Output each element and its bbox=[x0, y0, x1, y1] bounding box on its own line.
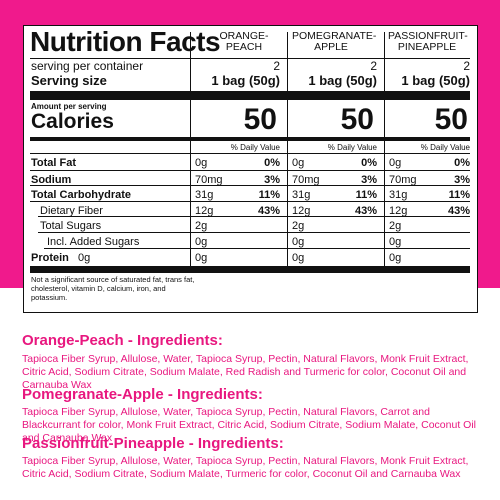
ingredients-title-passionfruit-pineapple: Passionfruit-Pineapple - Ingredients: bbox=[22, 435, 284, 452]
total-fat-dv: 0% bbox=[264, 157, 280, 169]
column-divider-3 bbox=[384, 32, 385, 272]
fiber-amount: 12g bbox=[292, 205, 311, 217]
nutrient-label-added-sugars: Incl. Added Sugars bbox=[47, 236, 140, 248]
ingredients-title-orange-peach: Orange-Peach - Ingredients: bbox=[22, 332, 223, 349]
added-sugars-amount: 0g bbox=[292, 236, 305, 248]
calories-label: Calories bbox=[31, 110, 114, 133]
sodium-amount: 70mg bbox=[389, 174, 417, 186]
rule-medium bbox=[30, 137, 470, 141]
serving-size-value: 1 bag (50g) bbox=[308, 73, 377, 88]
servings-value: 2 bbox=[273, 59, 280, 73]
total-fat-dv: 0% bbox=[454, 157, 470, 169]
carb-dv: 11% bbox=[258, 189, 280, 201]
added-sugars-amount: 0g bbox=[195, 236, 208, 248]
column-divider-1 bbox=[190, 32, 191, 272]
row-divider bbox=[30, 201, 470, 202]
added-sugars-amount: 0g bbox=[389, 236, 402, 248]
carb-amount: 31g bbox=[389, 189, 408, 201]
row-divider bbox=[44, 248, 470, 249]
ingredients-title-pomegranate-apple: Pomegranate-Apple - Ingredients: bbox=[22, 386, 263, 403]
carb-dv: 11% bbox=[448, 189, 470, 201]
sodium-amount: 70mg bbox=[195, 174, 223, 186]
sodium-dv: 3% bbox=[454, 174, 470, 186]
serving-size-value: 1 bag (50g) bbox=[211, 73, 280, 88]
carb-amount: 31g bbox=[292, 189, 311, 201]
protein-amount: 0g bbox=[389, 252, 402, 264]
ingredients-text-pomegranate-apple: Tapioca Fiber Syrup, Allulose, Water, Ta… bbox=[22, 406, 476, 444]
column-header-passionfruit-pineapple: PASSIONFRUIT-PINEAPPLE bbox=[388, 30, 468, 53]
nutrition-facts-title: Nutrition Facts bbox=[30, 26, 221, 57]
fiber-amount: 12g bbox=[389, 205, 408, 217]
daily-value-header: % Daily Value bbox=[420, 143, 470, 152]
ingredients-text-passionfruit-pineapple: Tapioca Fiber Syrup, Allulose, Water, Ta… bbox=[22, 455, 469, 480]
footnote: Not a significant source of saturated fa… bbox=[31, 275, 195, 302]
fiber-dv: 43% bbox=[354, 205, 377, 217]
sugars-amount: 2g bbox=[195, 220, 208, 232]
calories-value: 50 bbox=[243, 103, 277, 136]
serving-size-label: Serving size bbox=[31, 73, 107, 88]
carb-amount: 31g bbox=[195, 189, 214, 201]
total-fat-amount: 0g bbox=[389, 157, 402, 169]
total-fat-amount: 0g bbox=[292, 157, 305, 169]
carb-dv: 11% bbox=[355, 189, 377, 201]
calories-value: 50 bbox=[340, 103, 374, 136]
fiber-amount: 12g bbox=[195, 205, 214, 217]
total-fat-dv: 0% bbox=[361, 157, 377, 169]
serving-size-value: 1 bag (50g) bbox=[401, 73, 470, 88]
rule-thick bbox=[30, 266, 470, 273]
nutrient-label-sodium: Sodium bbox=[31, 174, 72, 186]
row-divider bbox=[38, 216, 470, 217]
row-divider bbox=[38, 232, 470, 233]
column-header-orange-peach: ORANGE-PEACH bbox=[219, 30, 269, 53]
rule-thick bbox=[30, 91, 470, 100]
rule-thin bbox=[30, 58, 470, 59]
daily-value-header: % Daily Value bbox=[230, 143, 280, 152]
sugars-amount: 2g bbox=[389, 220, 402, 232]
protein-amount: 0g bbox=[292, 252, 305, 264]
amount-per-serving-label: Amount per serving bbox=[31, 102, 107, 111]
fiber-dv: 43% bbox=[257, 205, 280, 217]
daily-value-header: % Daily Value bbox=[327, 143, 377, 152]
rule-thin bbox=[30, 153, 470, 154]
nutrient-label-total-sugars: Total Sugars bbox=[40, 220, 102, 232]
calories-value: 50 bbox=[434, 103, 468, 136]
ingredients-area bbox=[0, 288, 500, 500]
nutrient-label-total-fat: Total Fat bbox=[31, 157, 77, 169]
protein-amount: 0g bbox=[195, 252, 208, 264]
nutrient-label-protein: Protein bbox=[31, 252, 69, 264]
nutrient-label-dietary-fiber: Dietary Fiber bbox=[40, 205, 103, 217]
serving-per-container-label: serving per container bbox=[31, 59, 144, 73]
servings-value: 2 bbox=[370, 59, 377, 73]
column-divider-2 bbox=[287, 32, 288, 272]
protein-value: 0g bbox=[78, 252, 91, 264]
servings-value: 2 bbox=[463, 59, 470, 73]
sodium-amount: 70mg bbox=[292, 174, 320, 186]
nutrient-label-total-carbohydrate: Total Carbohydrate bbox=[31, 189, 132, 201]
row-divider bbox=[30, 170, 470, 171]
nutrition-facts-panel bbox=[23, 25, 478, 313]
ingredients-text-orange-peach: Tapioca Fiber Syrup, Allulose, Water, Ta… bbox=[22, 353, 469, 391]
sodium-dv: 3% bbox=[264, 174, 280, 186]
sugars-amount: 2g bbox=[292, 220, 305, 232]
total-fat-amount: 0g bbox=[195, 157, 208, 169]
fiber-dv: 43% bbox=[447, 205, 470, 217]
row-divider bbox=[30, 185, 470, 186]
sodium-dv: 3% bbox=[361, 174, 377, 186]
column-header-pomegranate-apple: POMEGRANATE-APPLE bbox=[292, 30, 377, 53]
